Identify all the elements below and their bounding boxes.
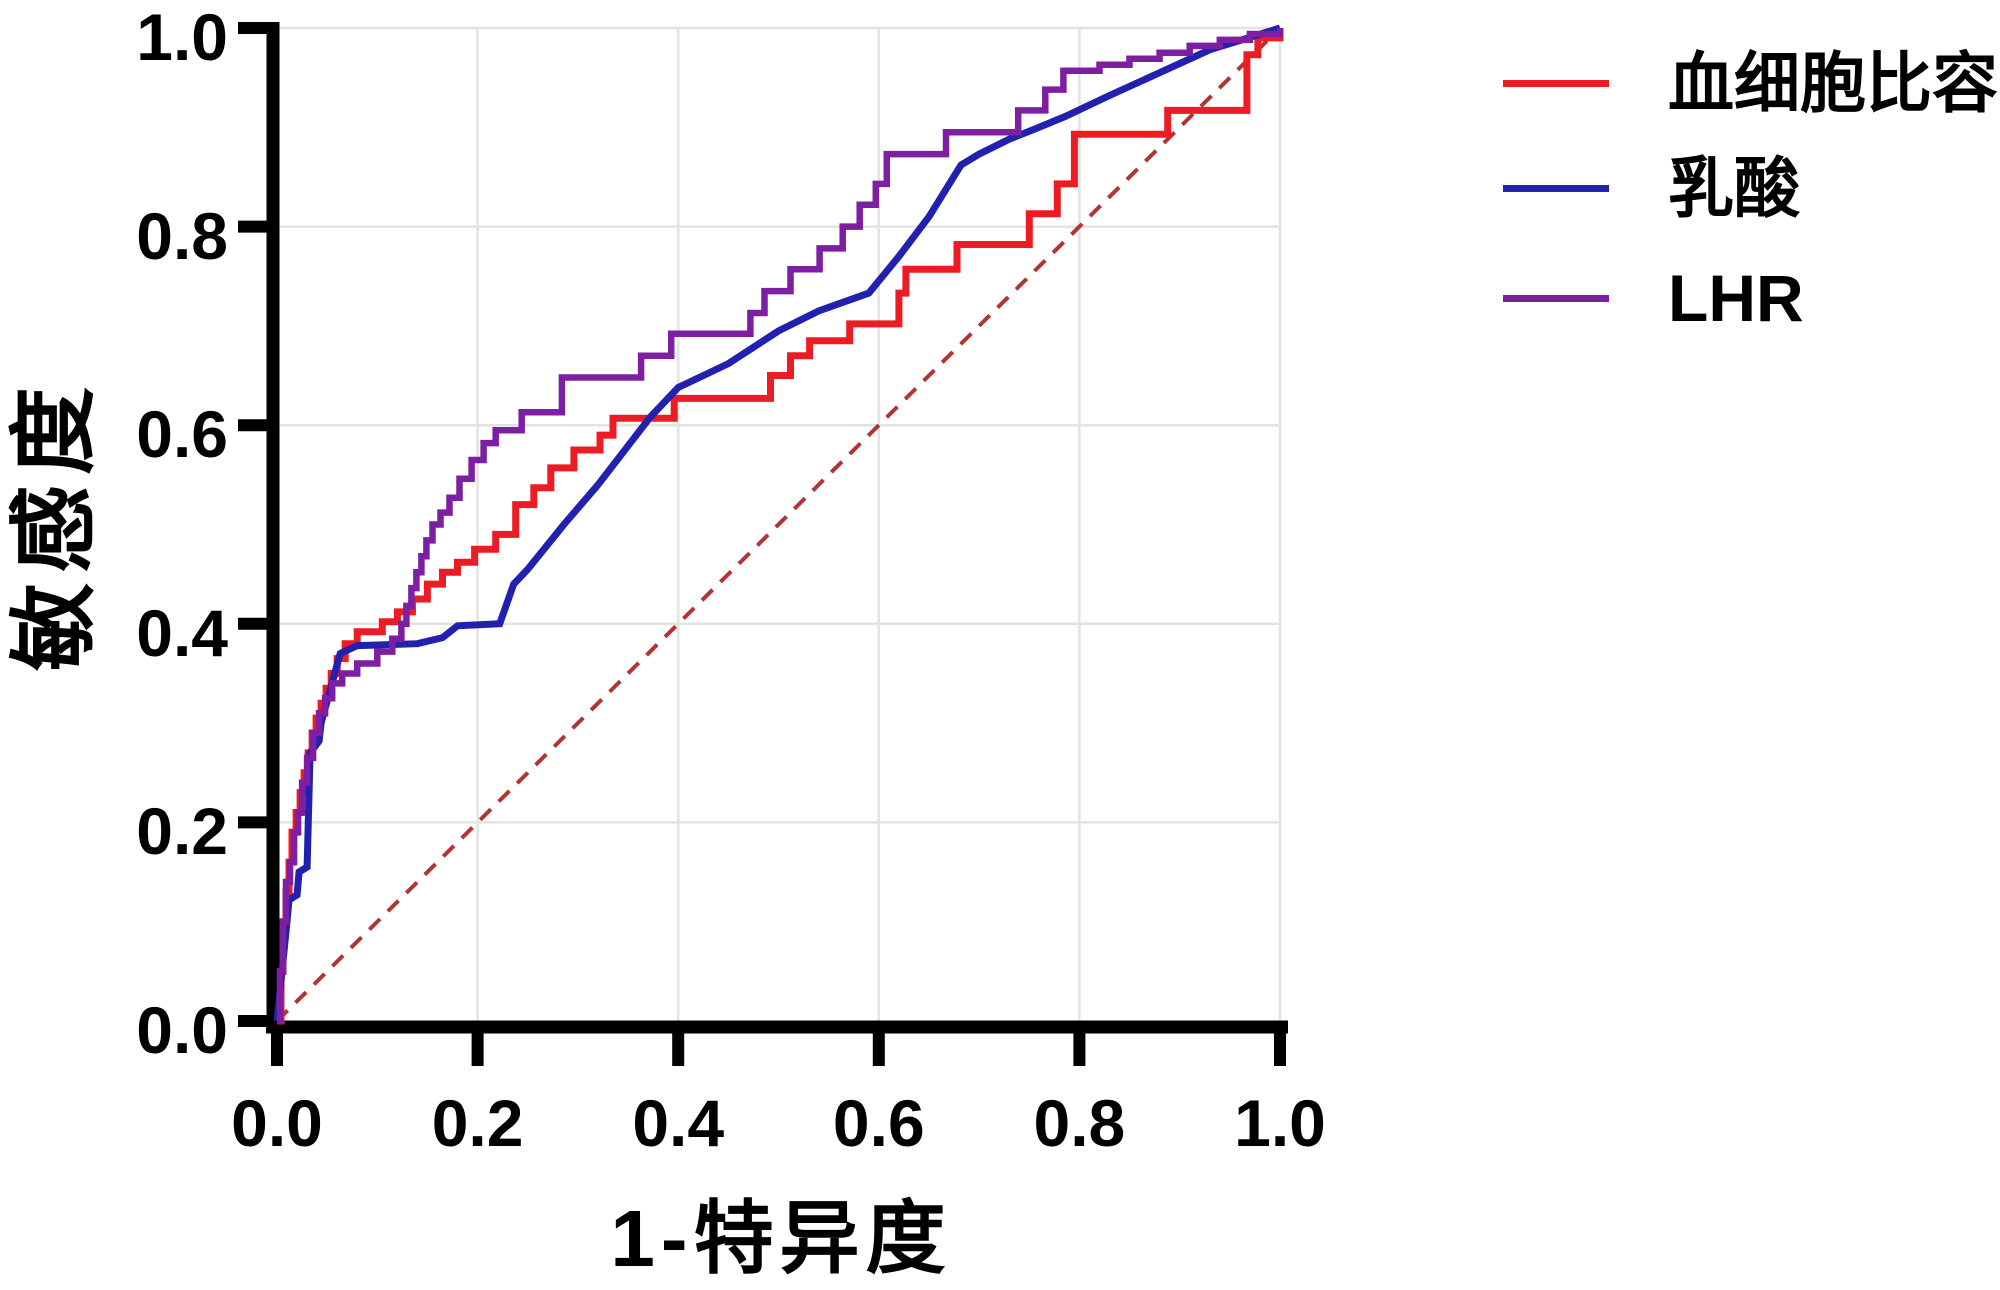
legend-item: 乳酸: [1495, 143, 1800, 233]
roc-curve-乳酸: [273, 24, 1282, 1022]
y-tick-label-0.8: 0.8: [136, 198, 228, 273]
x-tick-label-1.0: 1.0: [1234, 1086, 1326, 1160]
y-tick-label-0.0: 0.0: [136, 993, 228, 1067]
legend-item: LHR: [1495, 253, 1804, 343]
x-tick-label-0.2: 0.2: [431, 1086, 524, 1160]
legend-line-swatch-icon: [1503, 294, 1609, 302]
legend-line-swatch-icon: [1503, 79, 1609, 87]
legend-label: 乳酸: [1668, 151, 1800, 225]
x-axis-title: 1-特异度: [610, 1194, 952, 1283]
y-axis-title: 敏感度: [4, 376, 104, 672]
legend-label: LHR: [1668, 261, 1804, 335]
reference-diagonal-line: [275, 26, 1282, 1023]
x-tick-label-0.4: 0.4: [632, 1086, 725, 1160]
legend-item: 血细胞比容: [1495, 38, 1998, 128]
x-tick-label-0.6: 0.6: [832, 1086, 925, 1160]
legend-line-swatch-icon: [1503, 184, 1609, 192]
y-tick-label-0.2: 0.2: [136, 794, 228, 869]
y-tick-label-0.6: 0.6: [136, 397, 228, 472]
x-tick-label-0.0: 0.0: [231, 1086, 323, 1160]
y-tick-label-0.4: 0.4: [136, 595, 228, 670]
legend-label: 血细胞比容: [1668, 46, 1998, 120]
x-tick-label-0.8: 0.8: [1033, 1086, 1126, 1160]
y-tick-label-1.0: 1.0: [136, 0, 228, 74]
roc-curve-LHR: [276, 28, 1284, 1025]
